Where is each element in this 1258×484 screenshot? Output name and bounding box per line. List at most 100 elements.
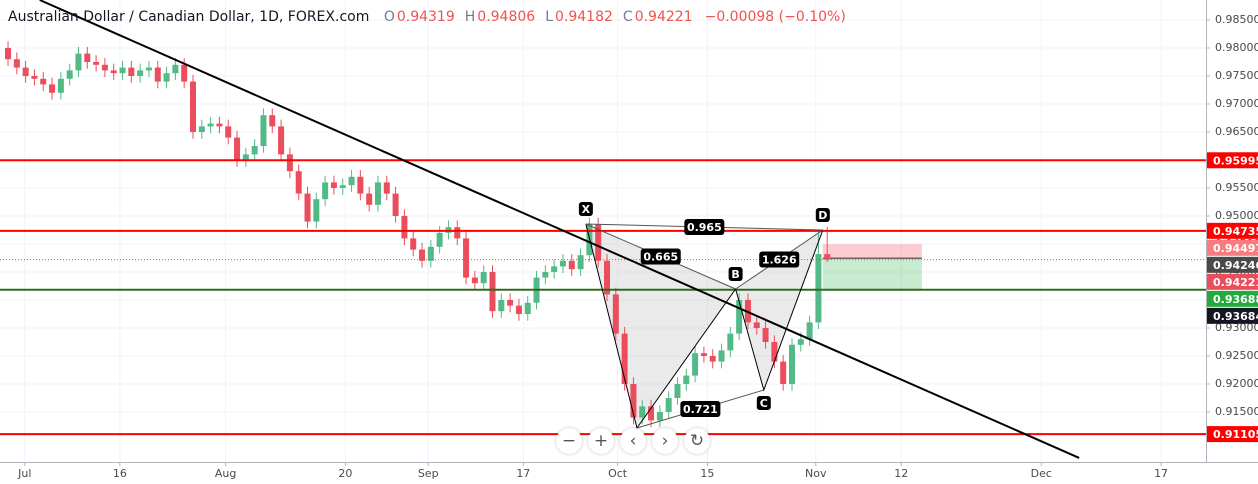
price-badge (1207, 307, 1258, 324)
candle-body (278, 126, 285, 155)
x-tick-label: 16 (113, 467, 127, 480)
price-badge (1207, 152, 1258, 169)
candle-body (110, 70, 117, 74)
candle-body (313, 199, 320, 222)
candle-body (189, 81, 196, 132)
candle-body (330, 182, 337, 188)
candle-body (806, 322, 813, 340)
candle-body (542, 271, 549, 278)
price-badge-label: 0.94497 (1213, 242, 1258, 255)
y-tick-label: 0.96500 (1215, 125, 1258, 138)
candle-body (559, 260, 566, 267)
candle-body (392, 193, 399, 216)
ohlc-label: C (622, 9, 633, 25)
zoom-in-button[interactable]: + (588, 428, 614, 454)
candle-body (75, 53, 82, 71)
x-tick-label: Jul (17, 467, 31, 480)
candle-body (639, 406, 646, 418)
candle-body (242, 154, 249, 160)
ohlc-label: O (383, 9, 395, 25)
candle-body (736, 299, 743, 334)
symbol-title: Australian Dollar / Canadian Dollar, 1D,… (8, 9, 370, 25)
candle-body (339, 185, 346, 188)
y-tick-label: 0.91500 (1215, 405, 1258, 418)
ratio-badge (680, 400, 721, 417)
point-label: C (760, 397, 768, 410)
legend-header: Australian Dollar / Canadian Dollar, 1D,… (8, 9, 848, 25)
ohlc-value: 0.94319 (396, 9, 455, 25)
point-label: X (582, 203, 591, 216)
candle-body (410, 238, 417, 250)
reset-button[interactable]: ↻ (684, 428, 710, 454)
x-tick-label: 15 (700, 467, 714, 480)
ohlc-value: 0.94182 (555, 9, 613, 25)
change: −0.00098 (−0.10%) (704, 9, 846, 25)
candle-body (656, 411, 663, 421)
candle-body (551, 266, 558, 272)
candle-body (374, 182, 381, 205)
candle-body (66, 70, 73, 79)
candle-body (383, 182, 390, 194)
candle-body (753, 322, 760, 328)
price-badge (1207, 222, 1258, 239)
target-zone (822, 258, 922, 290)
candle-body (93, 61, 100, 65)
price-badge-label: 0.95995 (1213, 154, 1258, 167)
candle-body (463, 238, 470, 278)
candle-body (648, 406, 655, 421)
y-tick-label: 0.95000 (1215, 209, 1258, 222)
point-badge (728, 267, 743, 282)
candle-body (40, 78, 47, 85)
candle-body (489, 271, 496, 312)
candle-body (780, 361, 787, 384)
price-badge (1207, 426, 1258, 443)
candle-body (84, 53, 91, 62)
scroll-right-button[interactable]: › (652, 428, 678, 454)
price-badge (1207, 290, 1258, 307)
ratio-label: 0.965 (687, 221, 722, 234)
pattern-triangle (735, 229, 823, 390)
candle-body (13, 59, 20, 68)
y-tick-label: 0.95500 (1215, 181, 1258, 194)
y-tick-label: 0.98000 (1215, 41, 1258, 54)
candle-body (119, 67, 126, 74)
candle-body (797, 339, 804, 345)
candle-body (5, 47, 12, 60)
candle-body (683, 375, 690, 384)
scroll-left-button[interactable]: ‹ (620, 428, 646, 454)
price-badge-label: 0.91105 (1213, 428, 1258, 441)
price-badge (1207, 273, 1258, 290)
candle-body (436, 232, 443, 247)
stop-zone (822, 244, 922, 259)
candle-body (128, 67, 135, 76)
candle-body (234, 137, 241, 160)
candle-body (366, 193, 373, 205)
price-badge-label: 0.93688 (1213, 293, 1258, 306)
point-badge (578, 202, 593, 216)
candle-body (207, 123, 214, 127)
price-badge (1207, 256, 1258, 273)
ratio-label: 1.626 (762, 254, 797, 267)
candle-body (57, 78, 64, 93)
y-tick-label: 0.97500 (1215, 69, 1258, 82)
candle-body (304, 193, 311, 222)
candle-body (788, 344, 795, 384)
ratio-label: 0.665 (643, 251, 678, 264)
candle-body (419, 249, 426, 261)
candle-body (348, 176, 355, 186)
y-tick-label: 0.92000 (1215, 377, 1258, 390)
point-badge (756, 395, 771, 410)
candle-body (22, 67, 29, 76)
price-badge (1207, 239, 1258, 256)
candle-body (577, 255, 584, 270)
x-tick-label: 17 (1154, 467, 1168, 480)
candle-body (172, 64, 179, 74)
pattern-triangle (585, 224, 736, 429)
candle-body (269, 115, 276, 127)
price-badge-label: 0.93684 (1213, 310, 1258, 323)
candle-body (454, 227, 461, 239)
zoom-out-button[interactable]: − (556, 428, 582, 454)
candle-body (322, 182, 329, 200)
